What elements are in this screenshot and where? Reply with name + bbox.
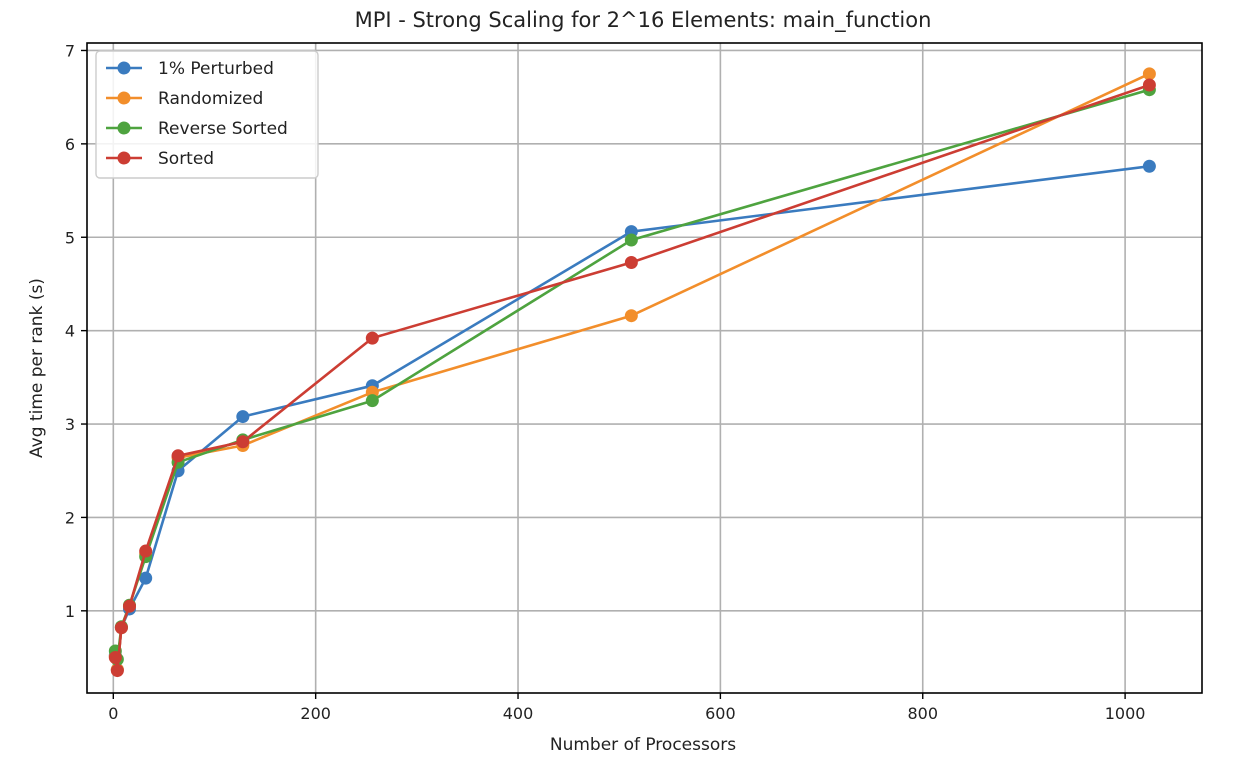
legend-item-1-perturbed: 1% Perturbed bbox=[106, 59, 274, 79]
x-tick-label: 800 bbox=[907, 704, 938, 723]
legend-label: Randomized bbox=[158, 89, 263, 109]
legend: 1% Perturbed Randomized Reverse Sorted Sort… bbox=[95, 50, 319, 179]
data-point-sorted bbox=[139, 544, 153, 558]
data-point-reverse-sorted bbox=[624, 233, 638, 247]
legend-item-reverse-sorted: Reverse Sorted bbox=[106, 119, 288, 139]
chart-title: MPI - Strong Scaling for 2^16 Elements: … bbox=[355, 8, 932, 33]
legend-swatch-marker bbox=[117, 91, 131, 105]
data-point-sorted bbox=[108, 651, 122, 665]
y-tick-label: 7 bbox=[65, 41, 75, 60]
x-tick-label: 400 bbox=[503, 704, 534, 723]
data-point-sorted bbox=[1142, 78, 1156, 92]
legend-swatch-marker bbox=[117, 151, 131, 165]
axes-frame bbox=[86, 42, 1203, 694]
y-tick-label: 1 bbox=[65, 602, 75, 621]
y-tick-label: 5 bbox=[65, 228, 75, 247]
data-point-sorted bbox=[365, 331, 379, 345]
x-tick-label: 1000 bbox=[1105, 704, 1146, 723]
legend-swatch-marker bbox=[117, 121, 131, 135]
y-axis-label: Avg time per rank (s) bbox=[27, 278, 47, 458]
legend-label: Reverse Sorted bbox=[158, 119, 288, 139]
y-tick-label: 6 bbox=[65, 135, 75, 154]
data-point-reverse-sorted bbox=[365, 394, 379, 408]
data-point-sorted bbox=[110, 664, 124, 678]
legend-item-sorted: Sorted bbox=[106, 149, 214, 169]
data-point-sorted bbox=[236, 435, 250, 449]
x-tick-label: 200 bbox=[300, 704, 331, 723]
series-line-sorted bbox=[114, 83, 1151, 672]
legend-item-randomized: Randomized bbox=[106, 89, 263, 109]
y-tick-label: 3 bbox=[65, 415, 75, 434]
x-tick-label: 600 bbox=[705, 704, 736, 723]
data-point-sorted bbox=[122, 599, 136, 613]
series-sorted bbox=[108, 78, 1156, 678]
x-tick-label: 0 bbox=[108, 704, 118, 723]
y-tick-label: 4 bbox=[65, 322, 75, 341]
legend-items: 1% Perturbed Randomized Reverse Sorted Sort… bbox=[106, 59, 288, 169]
y-tick-label: 2 bbox=[65, 508, 75, 527]
legend-label: 1% Perturbed bbox=[158, 59, 274, 79]
legend-swatch-marker bbox=[117, 61, 131, 75]
data-point-randomized bbox=[624, 309, 638, 323]
data-point-sorted bbox=[171, 449, 185, 463]
data-point-sorted bbox=[624, 255, 638, 269]
data-point-1-perturbed bbox=[139, 571, 153, 585]
data-point-1-perturbed bbox=[236, 410, 250, 424]
data-point-sorted bbox=[114, 621, 128, 635]
data-point-randomized bbox=[1142, 67, 1156, 81]
tick-layer: 0 200 400 600 800 1000 1 2 3 4 5 6 7 bbox=[65, 41, 1146, 723]
x-axis-label: Number of Processors bbox=[550, 735, 736, 755]
legend-box bbox=[95, 50, 319, 179]
legend-label: Sorted bbox=[158, 149, 214, 169]
data-point-1-perturbed bbox=[1142, 159, 1156, 173]
series-layer bbox=[108, 67, 1156, 678]
